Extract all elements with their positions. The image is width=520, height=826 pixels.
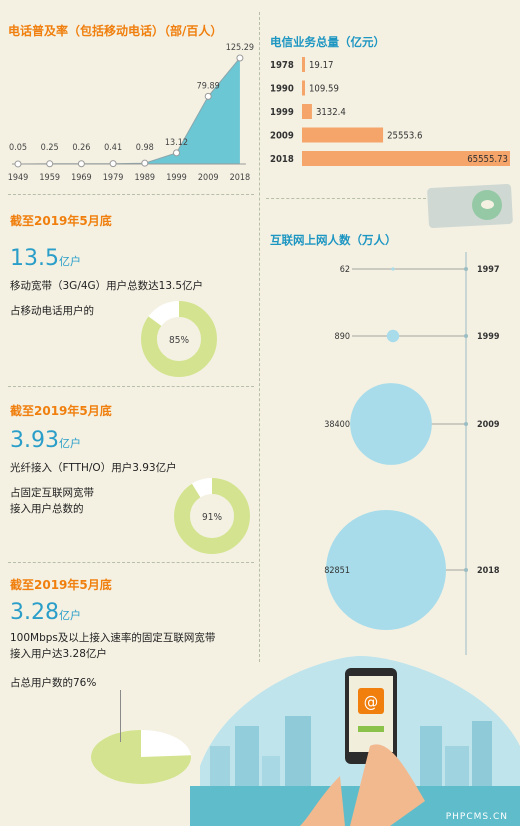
data-label: 0.05 <box>9 143 27 153</box>
stat3-heading: 截至2019年5月底 <box>10 578 112 592</box>
data-point <box>46 160 54 168</box>
users-value-label: 890 <box>335 332 350 342</box>
timeline-dot <box>464 568 468 572</box>
telecom-volume-chart: 1978 19.17 1990 109.59 1999 3132.4 2009 25553.6… <box>270 57 510 166</box>
data-label: 0.98 <box>136 143 154 153</box>
svg-text:@: @ <box>364 692 378 711</box>
internet-users-chart: 62 1997 890 1999 38400 2009 82851 2018 <box>324 252 500 655</box>
data-label: 125.29 <box>226 43 254 53</box>
stat1-donut-arc <box>141 301 217 377</box>
section-divider <box>266 198 426 199</box>
section-divider <box>8 194 254 195</box>
stat2-heading: 截至2019年5月底 <box>10 404 112 418</box>
stat3-pie-slice <box>90 730 191 784</box>
year-label: 1999 <box>477 332 500 342</box>
section-divider <box>8 386 254 387</box>
stat1-heading: 截至2019年5月底 <box>10 214 112 228</box>
timeline-dot <box>464 422 468 426</box>
city-illustration: @ <box>190 656 520 826</box>
year-label: 1997 <box>477 265 500 275</box>
users-bubble <box>386 329 400 343</box>
data-point <box>204 92 212 100</box>
x-tick-label: 1979 <box>103 173 124 183</box>
section-divider <box>8 562 254 563</box>
telecom-value-label: 109.59 <box>309 84 339 95</box>
telecom-bar <box>302 151 510 166</box>
year-label: 2009 <box>477 420 500 430</box>
x-tick-label: 1989 <box>134 173 155 183</box>
data-point <box>173 149 180 157</box>
telecom-bar <box>302 104 312 119</box>
stat3-text: 100Mbps及以上接入速率的固定互联网宽带 <box>10 632 216 644</box>
users-value-label: 82851 <box>324 566 350 576</box>
data-label: 0.26 <box>72 143 90 153</box>
stat3-number: 3.28亿户 <box>10 600 81 625</box>
x-tick-label: 1969 <box>71 173 92 183</box>
users-bubble <box>350 383 432 465</box>
stat3-pointer-line <box>120 690 121 742</box>
x-tick-label: 1959 <box>39 173 60 183</box>
users-value-label: 62 <box>340 265 350 275</box>
data-label: 0.41 <box>104 143 122 153</box>
stat2-text: 占固定互联网宽带 <box>10 487 94 499</box>
x-tick-label: 1949 <box>8 173 29 183</box>
x-tick-label: 2018 <box>230 173 251 183</box>
telecom-category-label: 2018 <box>270 154 294 165</box>
telecom-category-label: 1999 <box>270 107 294 118</box>
x-tick-label: 2009 <box>198 173 219 183</box>
x-tick-label: 1999 <box>166 173 187 183</box>
telecom-value-label: 25553.6 <box>387 131 422 142</box>
users-value-label: 38400 <box>324 420 350 430</box>
stat2-number: 3.93亿户 <box>10 428 81 453</box>
phone-penetration-chart: 0.05 1949 0.25 1959 0.26 1969 0.41 1979 0.98 1989… <box>8 43 254 183</box>
chat-bubble-icon-inner <box>481 200 494 209</box>
telecom-value-label: 65555.73 <box>467 154 508 165</box>
internet-chart-title: 互联网上网人数（万人） <box>270 233 397 247</box>
stat1-text: 占移动电话用户的 <box>10 305 94 317</box>
telecom-category-label: 1990 <box>270 84 294 95</box>
stat3-pie <box>90 730 191 784</box>
stat3-text: 占总用户数的76% <box>10 677 97 689</box>
stat2-text: 光纤接入（FTTH/O）用户3.93亿户 <box>10 462 177 474</box>
telecom-category-label: 1978 <box>270 60 294 71</box>
stat3-text: 接入用户达3.28亿户 <box>10 648 107 660</box>
data-point <box>14 160 22 168</box>
year-label: 2018 <box>477 566 500 576</box>
data-point <box>77 160 85 168</box>
phone-area <box>18 58 240 164</box>
data-label: 13.12 <box>165 138 188 148</box>
telecom-value-label: 19.17 <box>309 60 333 71</box>
stat2-text: 接入用户总数的 <box>10 503 84 515</box>
stat1-donut: 85% <box>141 301 217 377</box>
browser-at-icon <box>358 688 384 714</box>
users-bubble <box>326 510 446 630</box>
data-point <box>236 54 244 62</box>
users-bubble <box>391 267 395 271</box>
column-divider <box>259 12 260 662</box>
timeline-dot <box>464 267 468 271</box>
watermark: PHPCMS.CN <box>445 812 508 822</box>
telecom-category-label: 2009 <box>270 131 294 142</box>
telecom-value-label: 3132.4 <box>316 107 346 118</box>
stat2-percent-label: 91% <box>202 512 222 523</box>
timeline-dot <box>464 334 468 338</box>
stat1-percent-label: 85% <box>169 335 189 346</box>
data-label: 0.25 <box>41 143 59 153</box>
stat1-text: 移动宽带（3G/4G）用户总数达13.5亿户 <box>10 280 204 292</box>
data-point <box>141 159 149 167</box>
phone-chart-title: 电话普及率（包括移动电话）（部/百人） <box>8 24 223 38</box>
telecom-chart-title: 电信业务总量（亿元） <box>270 35 385 49</box>
data-point <box>109 160 117 168</box>
stat2-donut: 91% <box>174 478 250 554</box>
stat2-donut-arc <box>174 478 250 554</box>
telecom-bar <box>302 80 305 96</box>
stat1-number: 13.5亿户 <box>10 246 81 271</box>
telecom-bar <box>302 127 384 143</box>
telecom-bar <box>302 57 305 72</box>
data-label: 79.89 <box>197 81 220 91</box>
